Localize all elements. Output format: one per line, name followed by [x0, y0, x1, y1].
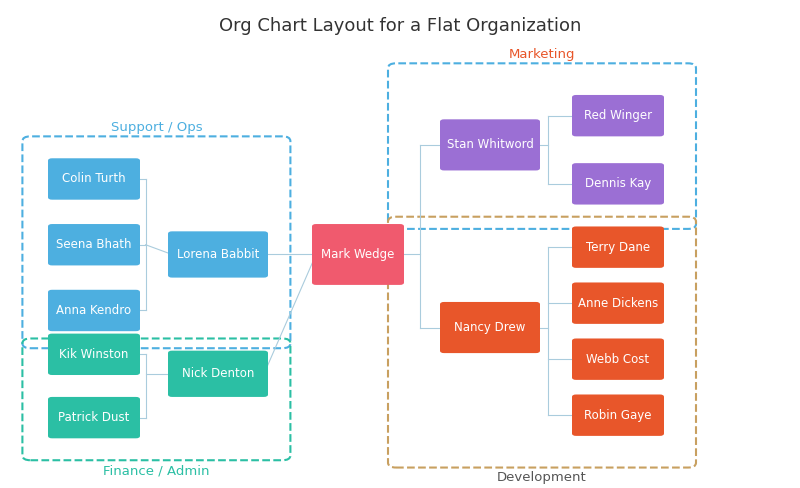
Text: Nick Denton: Nick Denton	[182, 367, 254, 380]
FancyBboxPatch shape	[48, 397, 140, 438]
Text: Support / Ops: Support / Ops	[110, 121, 202, 134]
Text: Org Chart Layout for a Flat Organization: Org Chart Layout for a Flat Organization	[219, 17, 581, 35]
Text: Anna Kendro: Anna Kendro	[57, 304, 131, 317]
Text: Finance / Admin: Finance / Admin	[103, 464, 210, 477]
FancyBboxPatch shape	[312, 224, 404, 285]
FancyBboxPatch shape	[572, 394, 664, 436]
Text: Robin Gaye: Robin Gaye	[584, 408, 652, 422]
Text: Nancy Drew: Nancy Drew	[454, 321, 526, 334]
FancyBboxPatch shape	[48, 334, 140, 375]
Text: Dennis Kay: Dennis Kay	[585, 177, 651, 190]
FancyBboxPatch shape	[440, 120, 540, 170]
Text: Lorena Babbit: Lorena Babbit	[177, 248, 259, 261]
FancyBboxPatch shape	[572, 339, 664, 380]
Text: Red Winger: Red Winger	[584, 109, 652, 122]
Text: Seena Bhath: Seena Bhath	[56, 238, 132, 251]
Text: Anne Dickens: Anne Dickens	[578, 297, 658, 310]
Text: Mark Wedge: Mark Wedge	[322, 248, 394, 261]
FancyBboxPatch shape	[48, 290, 140, 331]
FancyBboxPatch shape	[440, 302, 540, 353]
FancyBboxPatch shape	[48, 224, 140, 265]
FancyBboxPatch shape	[572, 163, 664, 204]
FancyBboxPatch shape	[572, 226, 664, 268]
FancyBboxPatch shape	[48, 158, 140, 200]
Text: Patrick Dust: Patrick Dust	[58, 411, 130, 424]
Text: Kik Winston: Kik Winston	[59, 348, 129, 361]
Text: Terry Dane: Terry Dane	[586, 241, 650, 254]
FancyBboxPatch shape	[572, 283, 664, 324]
Text: Development: Development	[497, 471, 587, 485]
FancyBboxPatch shape	[168, 231, 268, 278]
Text: Webb Cost: Webb Cost	[586, 353, 650, 366]
Text: Colin Turth: Colin Turth	[62, 172, 126, 185]
FancyBboxPatch shape	[168, 351, 268, 397]
Text: Marketing: Marketing	[509, 48, 575, 61]
FancyBboxPatch shape	[572, 95, 664, 136]
Text: Stan Whitword: Stan Whitword	[446, 139, 534, 151]
